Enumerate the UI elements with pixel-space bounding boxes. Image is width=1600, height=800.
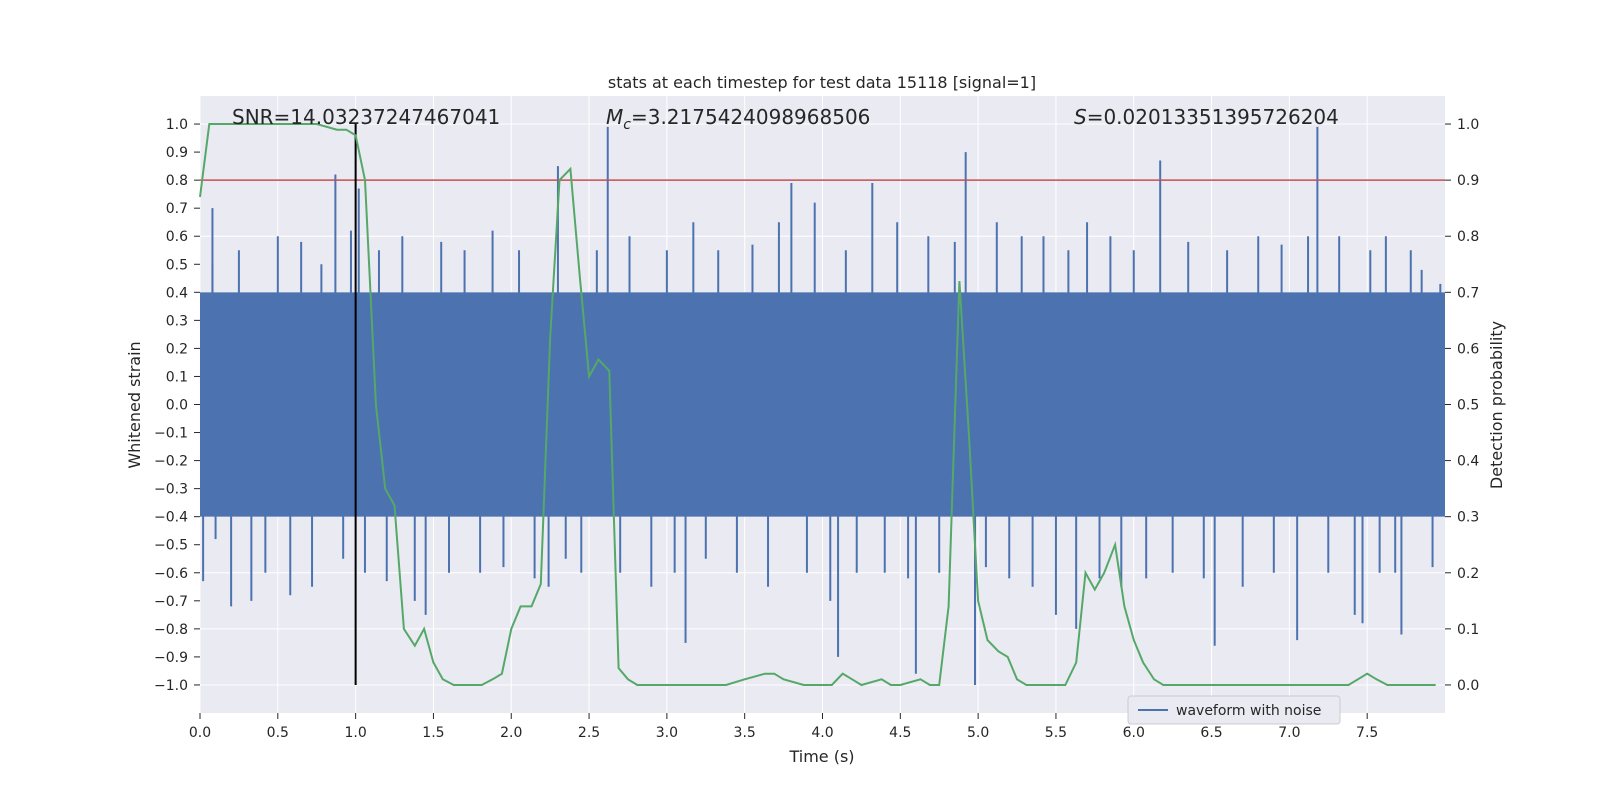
x-tick-label-11: 5.5 [1045, 725, 1067, 741]
y-tick-label-2: 0.8 [166, 173, 188, 189]
waveform-with-noise-series [200, 126, 1445, 685]
x-tick-label-10: 5.0 [967, 725, 989, 741]
y-right-tick-label-4: 0.6 [1457, 341, 1479, 357]
y-right-tick-label-5: 0.5 [1457, 398, 1479, 414]
x-tick-label-6: 3.0 [656, 725, 678, 741]
x-tick-label-14: 7.0 [1278, 725, 1300, 741]
y-tick-label-14: −0.4 [154, 510, 188, 526]
x-tick-label-15: 7.5 [1356, 725, 1378, 741]
s-value: =0.02013351395726204 [1087, 105, 1339, 129]
chirp-mass-annotation: Mc=3.2175424098968506 [606, 105, 870, 133]
y-tick-label-4: 0.6 [166, 229, 188, 245]
y-right-tick-label-3: 0.7 [1457, 285, 1479, 301]
y-right-axis-label: Detection probability [1487, 321, 1506, 489]
chart-title: stats at each timestep for test data 151… [608, 73, 1036, 92]
y-right-tick-label-8: 0.2 [1457, 566, 1479, 582]
y-tick-label-8: 0.2 [166, 341, 188, 357]
legend-label: waveform with noise [1176, 703, 1321, 719]
y-right-tick-label-1: 0.9 [1457, 173, 1479, 189]
s-symbol: S [1074, 105, 1087, 129]
x-tick-label-1: 0.5 [267, 725, 289, 741]
x-tick-label-13: 6.5 [1200, 725, 1222, 741]
y-tick-label-10: 0.0 [166, 398, 188, 414]
y-tick-label-19: −0.9 [154, 650, 188, 666]
y-right-tick-label-2: 0.8 [1457, 229, 1479, 245]
y-tick-label-17: −0.7 [154, 594, 188, 610]
chirp-mass-symbol: M [606, 105, 623, 129]
x-axis-label: Time (s) [788, 747, 854, 766]
snr-annotation: SNR=14.03237247467041 [232, 105, 500, 129]
y-tick-label-11: −0.1 [154, 426, 188, 442]
y-right-tick-label-9: 0.1 [1457, 622, 1479, 638]
x-tick-labels: 0.0 0.5 1.0 1.5 2.0 2.5 3.0 3.5 4.0 4.5 5.0 5.5 6.0 6… [189, 713, 1378, 741]
y-tick-label-3: 0.7 [166, 201, 188, 217]
y-tick-label-6: 0.4 [166, 285, 188, 301]
y-tick-label-18: −0.8 [154, 622, 188, 638]
x-tick-label-5: 2.5 [578, 725, 600, 741]
waveform-band [200, 292, 1445, 517]
x-tick-label-12: 6.0 [1123, 725, 1145, 741]
y-right-tick-label-6: 0.4 [1457, 454, 1479, 470]
legend: waveform with noise [1127, 695, 1341, 725]
chirp-mass-value: =3.2175424098968506 [631, 105, 870, 129]
legend-box [1127, 695, 1341, 725]
x-tick-label-9: 4.5 [889, 725, 911, 741]
s-annotation: S=0.02013351395726204 [1074, 105, 1339, 129]
x-tick-label-7: 3.5 [734, 725, 756, 741]
y-tick-label-12: −0.2 [154, 454, 188, 470]
y-tick-label-5: 0.5 [166, 257, 188, 273]
y-tick-label-1: 0.9 [166, 145, 188, 161]
y-tick-label-20: −1.0 [154, 678, 188, 694]
y-right-tick-labels: 1.0 0.9 0.8 0.7 0.6 0.5 0.4 0.3 0.2 0.1 0.0 [1445, 117, 1479, 694]
x-tick-label-8: 4.0 [811, 725, 833, 741]
y-tick-label-13: −0.3 [154, 482, 188, 498]
y-right-tick-label-7: 0.3 [1457, 510, 1479, 526]
y-tick-label-15: −0.5 [154, 538, 188, 554]
y-right-tick-label-0: 1.0 [1457, 117, 1479, 133]
y-tick-labels: 1.0 0.9 0.8 0.7 0.6 0.5 0.4 0.3 0.2 0.1 0.0 −0.1 −0.… [154, 117, 200, 694]
x-tick-label-2: 1.0 [344, 725, 366, 741]
x-tick-label-3: 1.5 [422, 725, 444, 741]
chirp-mass-subscript: c [623, 117, 631, 133]
y-tick-label-9: 0.1 [166, 369, 188, 385]
x-tick-label-4: 2.0 [500, 725, 522, 741]
y-tick-label-0: 1.0 [166, 117, 188, 133]
x-tick-label-0: 0.0 [189, 725, 211, 741]
y-tick-label-16: −0.6 [154, 566, 188, 582]
y-axis-label: Whitened strain [125, 341, 144, 468]
y-right-tick-label-10: 0.0 [1457, 678, 1479, 694]
y-tick-label-7: 0.3 [166, 313, 188, 329]
detection-probability-series [199, 123, 1436, 687]
